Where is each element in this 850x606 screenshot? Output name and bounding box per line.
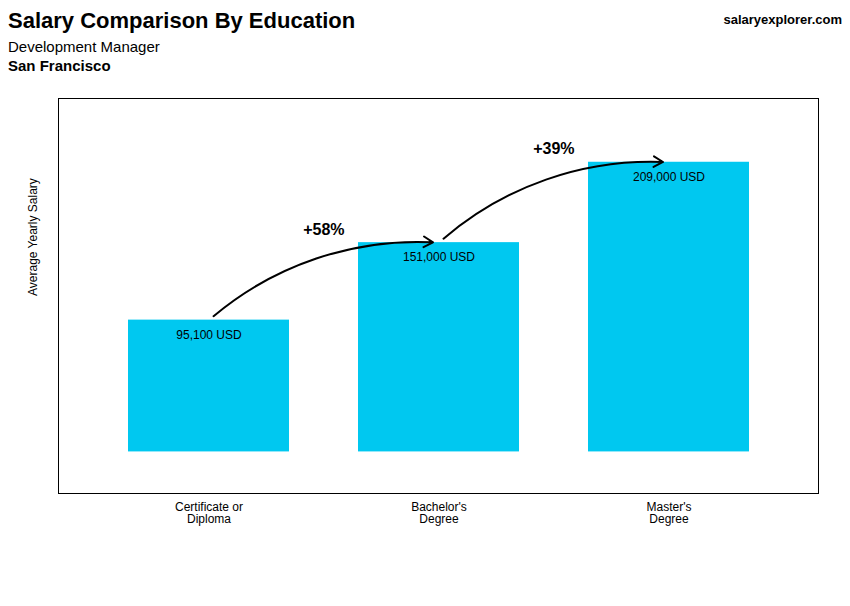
svg-text:Average Yearly Salary: Average Yearly Salary <box>26 178 40 296</box>
svg-text:Bachelor'sDegree: Bachelor'sDegree <box>411 500 467 526</box>
html-text:salaryexplorer.com: salaryexplorer.com <box>723 12 842 27</box>
html-text:San Francisco: San Francisco <box>8 57 111 74</box>
html-text:Salary Comparison By Education: Salary Comparison By Education <box>8 8 356 33</box>
svg-text:151,000 USD: 151,000 USD <box>403 250 475 264</box>
svg-text:209,000 USD: 209,000 USD <box>633 170 705 184</box>
svg-text:+58%: +58% <box>303 221 344 238</box>
svg-text:Master'sDegree: Master'sDegree <box>647 500 692 526</box>
svg-text:Certificate orDiploma: Certificate orDiploma <box>175 500 243 526</box>
svg-text:+39%: +39% <box>533 140 574 157</box>
svg-text:95,100 USD: 95,100 USD <box>176 328 242 342</box>
html-text:Development Manager: Development Manager <box>8 38 160 55</box>
